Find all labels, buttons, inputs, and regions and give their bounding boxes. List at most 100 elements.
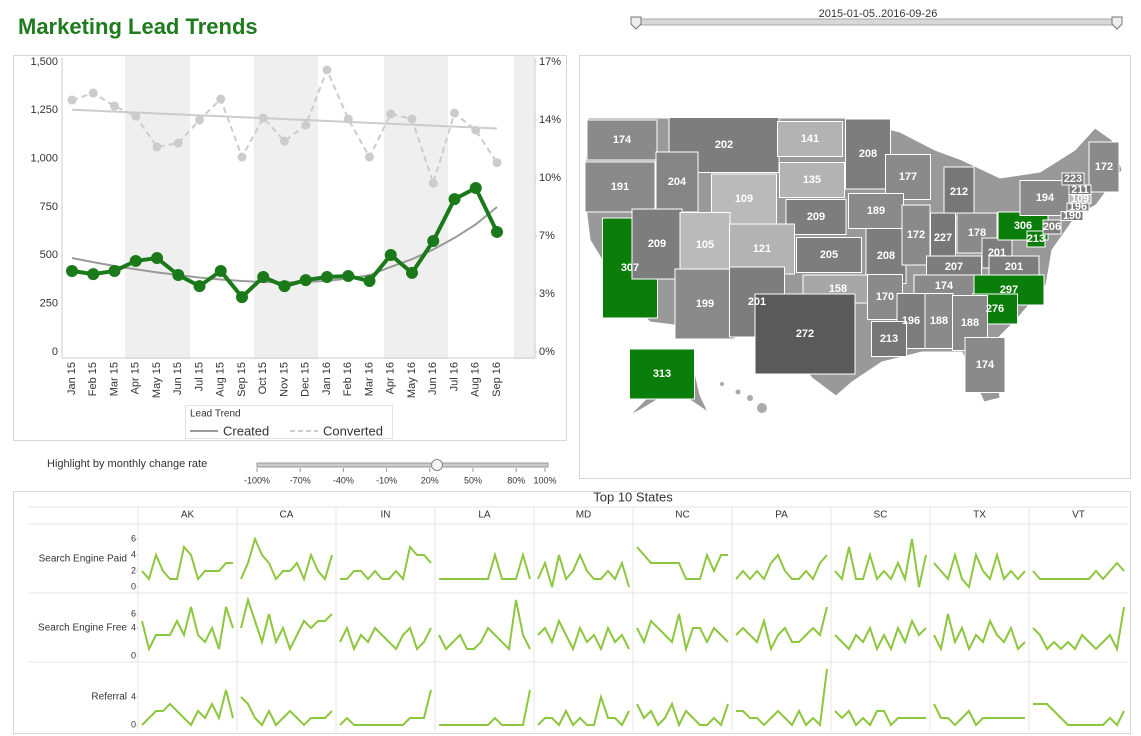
state[interactable] <box>584 161 656 213</box>
y-tick-label: 1,250 <box>30 104 58 116</box>
slider-handle[interactable] <box>431 459 443 471</box>
state-value: 174 <box>935 280 954 292</box>
y-tick-label: 750 <box>40 201 58 213</box>
highlight-slider[interactable]: Highlight by monthly change rate -100% -7… <box>47 458 557 485</box>
state[interactable] <box>1026 230 1046 248</box>
data-point[interactable] <box>407 114 417 124</box>
data-point[interactable] <box>195 115 204 125</box>
state[interactable] <box>1088 141 1120 193</box>
state[interactable] <box>871 321 907 357</box>
data-point[interactable] <box>322 65 332 75</box>
data-point[interactable] <box>237 152 247 162</box>
date-slider[interactable]: 2015-01-05..2016-09-26 <box>630 8 1123 30</box>
state-value: 209 <box>807 211 825 223</box>
band <box>384 56 448 359</box>
data-point[interactable] <box>258 113 268 123</box>
data-point[interactable] <box>278 280 291 293</box>
state[interactable] <box>924 293 954 349</box>
slider-tick-label: -100% <box>244 475 270 485</box>
data-point[interactable] <box>67 95 77 105</box>
legend-label[interactable]: Converted <box>323 423 383 438</box>
data-point[interactable] <box>193 280 206 293</box>
state[interactable] <box>754 293 856 375</box>
data-point[interactable] <box>173 138 183 148</box>
state[interactable] <box>1042 219 1062 235</box>
sparkline <box>141 544 233 582</box>
state[interactable] <box>777 121 843 157</box>
data-point[interactable] <box>299 274 312 287</box>
data-point[interactable] <box>386 109 396 119</box>
data-point[interactable] <box>365 152 374 162</box>
state[interactable] <box>679 212 731 278</box>
data-point[interactable] <box>66 264 78 277</box>
state[interactable] <box>629 348 695 400</box>
band <box>514 56 535 359</box>
data-point[interactable] <box>257 270 270 283</box>
data-point[interactable] <box>321 270 333 283</box>
data-point[interactable] <box>214 264 227 277</box>
data-point[interactable] <box>492 158 502 168</box>
island <box>720 382 724 386</box>
state[interactable] <box>631 208 683 280</box>
slider-track <box>256 462 549 468</box>
data-point[interactable] <box>406 266 418 279</box>
slider-tick-label: 20% <box>421 475 439 485</box>
data-point[interactable] <box>301 120 311 130</box>
x-tick-label: Jul 15 <box>193 362 205 391</box>
data-point[interactable] <box>343 114 353 124</box>
data-point[interactable] <box>131 111 141 121</box>
sparkline <box>537 552 630 588</box>
data-point[interactable] <box>87 268 100 281</box>
state[interactable] <box>785 199 847 235</box>
island <box>735 389 741 395</box>
quarter-bands <box>125 56 535 359</box>
slider-handle[interactable] <box>630 16 642 30</box>
data-point[interactable] <box>152 142 162 152</box>
state[interactable] <box>796 237 862 273</box>
legend-label[interactable]: Created <box>223 423 269 438</box>
slider-handle[interactable] <box>1111 16 1123 30</box>
data-point[interactable] <box>491 225 503 238</box>
state[interactable] <box>901 204 931 266</box>
column-header: NC <box>675 510 689 521</box>
sparkline <box>340 544 432 582</box>
data-point[interactable] <box>428 178 438 188</box>
row-label: Referral <box>91 692 127 703</box>
panel-title: Top 10 States <box>593 489 673 504</box>
data-point[interactable] <box>280 136 289 146</box>
data-point[interactable] <box>363 275 376 288</box>
y-tick-label: 2 <box>131 565 136 575</box>
state[interactable] <box>1060 211 1084 221</box>
state[interactable] <box>1019 180 1071 216</box>
data-point[interactable] <box>236 291 248 304</box>
data-point[interactable] <box>448 193 461 206</box>
sparkline <box>339 689 432 726</box>
data-point[interactable] <box>151 252 163 265</box>
state-value: 174 <box>976 359 995 371</box>
state[interactable] <box>655 151 699 213</box>
state[interactable] <box>674 268 736 340</box>
data-point[interactable] <box>88 88 98 98</box>
sparkline <box>834 618 927 652</box>
data-point[interactable] <box>427 235 440 248</box>
x-tick-label: Nov 15 <box>278 362 290 397</box>
data-point[interactable] <box>110 101 119 111</box>
data-point[interactable] <box>450 108 459 118</box>
state[interactable] <box>586 119 658 161</box>
data-point[interactable] <box>129 254 142 267</box>
data-point[interactable] <box>172 269 185 282</box>
data-point[interactable] <box>469 182 482 195</box>
legend-box <box>185 405 393 439</box>
state[interactable] <box>779 162 845 198</box>
data-point[interactable] <box>471 125 481 135</box>
state-value: 205 <box>820 249 838 261</box>
state[interactable] <box>845 118 891 190</box>
state[interactable] <box>885 154 931 200</box>
data-point[interactable] <box>384 248 397 261</box>
state[interactable] <box>943 166 975 218</box>
data-point[interactable] <box>108 264 121 277</box>
state[interactable] <box>964 337 1006 393</box>
data-point[interactable] <box>342 270 355 283</box>
state[interactable] <box>930 212 956 264</box>
data-point[interactable] <box>216 94 226 104</box>
